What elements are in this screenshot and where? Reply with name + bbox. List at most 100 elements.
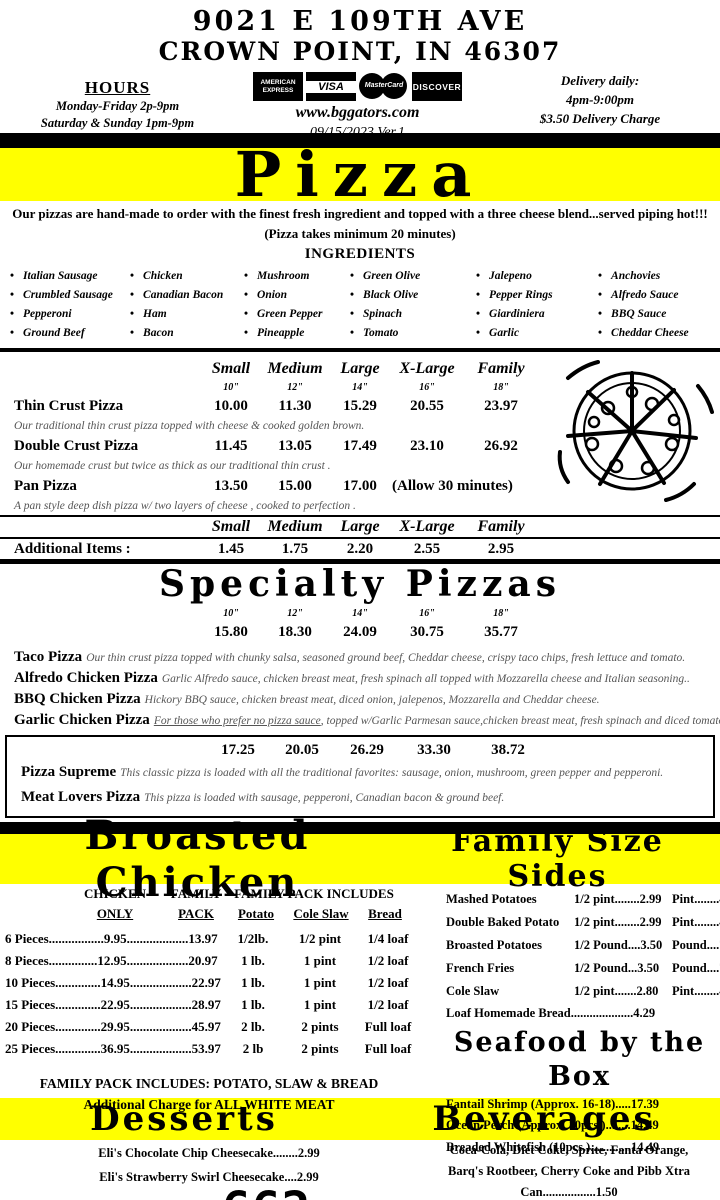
col-header: FAMILY [170,885,222,901]
price: 20.05 [285,741,319,758]
list-item: French Fries 1/2 Pound...3.50 Pound....7… [446,960,720,975]
beverage-flavors-2: Barq's Rootbeer, Cherry Coke and Pibb Xt… [447,1163,691,1178]
price: 35.77 [484,623,518,640]
price: 33.30 [417,741,451,758]
table-row: 25 Pieces..............36.95............… [5,1040,412,1056]
hours-weekend: Saturday & Sunday 1pm-9pm [40,115,195,130]
ingredient: Tomato [350,324,476,343]
pizza-title: Pizza [234,137,486,211]
item-description: Hickory BBQ sauce, chicken breast meat, … [144,693,600,706]
price: 23.10 [410,437,444,454]
menu-row-bbq-chicken: BBQ Chicken Pizza Hickory BBQ sauce, chi… [14,690,600,707]
hours-title: HOURS [84,78,151,97]
phone-number: 662-0103 [222,1186,418,1200]
ingredient: Ground Beef [10,324,130,343]
divider-bar [0,821,720,834]
size-inches: 12" [287,607,303,619]
size-header: Small [211,359,251,377]
price: 23.97 [484,397,518,414]
mastercard-icon: MasterCard [359,72,409,101]
menu-row-alfredo-chicken: Alfredo Chicken Pizza Garlic Alfredo sau… [14,669,690,686]
hours-weekday: Monday-Friday 2p-9pm [55,99,180,113]
beverages-title: Beverages [432,1098,656,1139]
col-header: CHICKEN [83,885,147,901]
ingredient: Spinach [350,305,476,324]
price: 15.80 [214,623,248,640]
additional-items-table: Small Medium Large X-Large Family Additi… [0,514,720,564]
menu-row-meat-lovers: Meat Lovers Pizza This pizza is loaded w… [21,788,505,805]
item-description: Our thin crust pizza topped with chunky … [86,651,686,664]
size-header: Medium [267,517,323,535]
ingredients-list: Italian Sausage Crumbled Sausage Peppero… [0,263,720,343]
website: www.bggators.com [295,104,420,121]
price: 15.29 [343,397,377,414]
menu-row-double-crust: Double Crust Pizza 11.45 13.05 17.49 23.… [0,435,720,475]
additional-items-label: Additional Items : [14,540,131,557]
size-inches: 16" [419,607,435,619]
item-description: A pan style deep dish pizza w/ two layer… [14,499,356,512]
ingredient: Chicken [130,267,244,286]
list-item: Breaded Whitefish (10pcs.).............1… [446,1139,660,1154]
table-row: 20 Pieces..............29.95............… [5,1018,412,1034]
price: 26.92 [484,437,518,454]
item-description-underlined: For those who prefer no pizza sauce [153,714,321,727]
list-item: Ocean Perch (Approx. 10pcs.)........14.4… [446,1118,659,1133]
table-row: 6 Pieces.................9.95...........… [5,930,409,946]
price: 38.72 [491,741,525,758]
pizza-time-note: (Pizza takes minimum 20 minutes) [264,226,456,241]
size-inches: 18" [493,381,509,393]
pizza-banner: Pizza [0,137,720,211]
price: 20.55 [410,397,444,414]
size-header: Medium [267,359,323,377]
hours-block: HOURS Monday-Friday 2p-9pm Saturday & Su… [0,70,235,147]
broasted-chicken-title: Broasted Chicken [84,811,311,906]
price: 2.95 [487,540,515,557]
size-inches: 12" [287,381,303,393]
price: 1.75 [281,540,309,557]
price: 2.55 [413,540,441,557]
price: 26.29 [350,741,384,758]
table-row: 10 Pieces..............14.95............… [5,974,409,990]
item-description: Our homemade crust but twice as thick as… [14,459,331,472]
size-header: Family [477,359,525,377]
menu-row-thin-crust: Thin Crust Pizza 10.00 11.30 15.29 20.55… [0,395,720,435]
ingredient: Alfredo Sauce [598,286,714,305]
payment-cards: AMERICAN EXPRESS VISA MasterCard DISCOVE… [235,72,480,101]
menu-row-pan-pizza: Pan Pizza 13.50 15.00 17.00 (Allow 30 mi… [0,475,720,515]
price: 11.30 [278,397,312,414]
beverages-section: Coca-Cola, Diet Coke, Sprite, Fanta Oran… [418,1140,720,1200]
ingredient: Onion [244,286,350,305]
table-row: 8 Pieces...............12.95............… [5,952,409,968]
price: 15.00 [278,477,312,494]
delivery-line1: Delivery daily: [560,73,640,88]
size-inches: 10" [223,607,239,619]
desserts-title: Desserts [90,1098,278,1139]
menu-version: 09/15/2023 Ver.1 [310,125,405,140]
header: 9021 E 109TH AVE CROWN POINT, IN 46307 H… [0,0,720,145]
desserts-section: Eli's Chocolate Chip Cheesecake........2… [0,1140,418,1200]
ingredient: Green Olive [350,267,476,286]
order-footer: To place an order CALL: 662-0103 [0,1186,418,1200]
item-description: , topped w/Garlic Parmesan sauce,chicken… [320,714,720,727]
section-band: Broasted Chicken Family Size Sides [0,812,720,906]
size-header: Large [340,359,380,377]
price: 1.45 [217,540,245,557]
list-item: Eli's Strawberry Swirl Cheesecake....2.9… [99,1169,319,1184]
col-header: PACK [178,905,214,921]
ingredient: Black Olive [350,286,476,305]
size-header: Small [211,517,251,535]
col-header: Potato [237,905,275,921]
ingredient: Bacon [130,324,244,343]
item-description: Our traditional thin crust pizza topped … [14,419,365,432]
ingredient: Italian Sausage [10,267,130,286]
address-line2: CROWN POINT, IN 46307 [158,37,562,66]
ingredient: Jalepeno [476,267,598,286]
divider-bar [0,133,720,148]
beverage-can-price: Can.................1.50 [520,1184,618,1199]
menu-row-taco-pizza: Taco Pizza Our thin crust pizza topped w… [14,648,686,665]
list-item: Eli's Chocolate Chip Cheesecake........2… [98,1145,320,1160]
price: 17.00 [343,477,377,494]
discover-icon: DISCOVER [412,72,462,101]
size-inches: 14" [352,607,368,619]
list-item: Cole Slaw 1/2 pint.......2.80 Pint......… [446,983,720,998]
